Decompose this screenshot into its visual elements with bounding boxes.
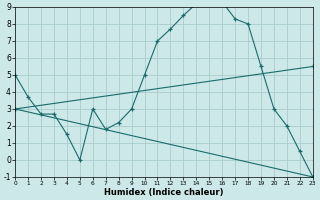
X-axis label: Humidex (Indice chaleur): Humidex (Indice chaleur) bbox=[104, 188, 224, 197]
